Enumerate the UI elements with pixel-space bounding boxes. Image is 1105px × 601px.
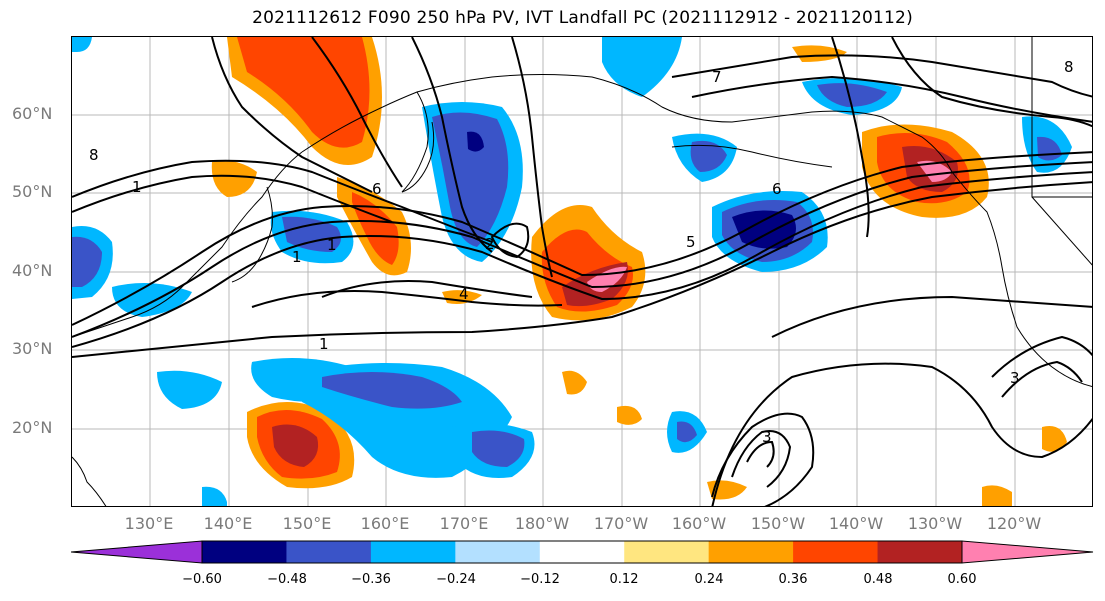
colorbar-segment (877, 541, 963, 563)
colorbar-segment (793, 541, 879, 563)
lat-label: 30°N (12, 339, 53, 358)
colorbar-tick-label: −0.60 (182, 572, 222, 587)
lon-label: 170°W (593, 514, 649, 533)
lon-label: 180°W (514, 514, 570, 533)
contour-label: 1 (132, 178, 142, 196)
colorbar-tick-label: −0.48 (267, 572, 307, 587)
colorbar-tick-label: 0.12 (609, 572, 639, 587)
colorbar (71, 540, 1094, 564)
contour-label: 8 (1064, 58, 1074, 76)
lon-label: 140°E (203, 514, 253, 533)
lon-label: 160°W (671, 514, 727, 533)
contour-label: 5 (686, 233, 696, 251)
lat-label: 50°N (12, 182, 53, 201)
lon-label: 150°W (750, 514, 806, 533)
colorbar-tick-label: 0.48 (863, 572, 893, 587)
lat-label: 60°N (12, 104, 53, 123)
lon-label: 170°E (439, 514, 489, 533)
lon-label: 130°E (124, 514, 174, 533)
colorbar-tick-label: 0.36 (778, 572, 808, 587)
lon-label: 120°W (986, 514, 1042, 533)
contour-label: 7 (712, 68, 722, 86)
lon-label: 160°E (360, 514, 410, 533)
colorbar-tick-label: 0.24 (694, 572, 724, 587)
contour-label: 1 (327, 236, 337, 254)
contour-label: 2 (485, 235, 495, 253)
colorbar-segment (539, 541, 625, 563)
lon-label: 150°E (282, 514, 332, 533)
colorbar-segment (202, 541, 287, 563)
contour-label: 1 (292, 248, 302, 266)
contour-label: 3 (762, 428, 772, 446)
colorbar-segment (624, 541, 710, 563)
colorbar-segment (370, 541, 456, 563)
figure-title: 2021112612 F090 250 hPa PV, IVT Landfall… (252, 8, 913, 28)
map-panel: 1 1 4 5 6 6 7 8 8 1 1 3 2 3 (71, 36, 1093, 507)
contour-label: 8 (89, 146, 99, 164)
contour-label: 6 (772, 180, 782, 198)
contour-label: 4 (459, 285, 469, 303)
colorbar-tick-label: −0.12 (520, 572, 560, 587)
contour-label: 6 (372, 180, 382, 198)
contour-labels: 1 1 4 5 6 6 7 8 8 1 1 3 2 3 (89, 58, 1074, 446)
lat-label: 40°N (12, 261, 53, 280)
colorbar-tick-label: −0.36 (351, 572, 391, 587)
lon-label: 140°W (828, 514, 884, 533)
lat-label: 20°N (12, 418, 53, 437)
lon-label: 130°W (907, 514, 963, 533)
coastlines (72, 37, 1092, 506)
colorbar-segment (455, 541, 541, 563)
pv-contours (72, 37, 1092, 506)
colorbar-extension-high (962, 541, 1093, 563)
contour-label: 3 (1010, 369, 1020, 387)
positive-anomalies (211, 37, 1067, 506)
colorbar-tick-label: −0.24 (436, 572, 476, 587)
contour-label: 1 (319, 335, 329, 353)
colorbar-segment (708, 541, 794, 563)
colorbar-extension-low (71, 541, 202, 563)
colorbar-segment (286, 541, 372, 563)
colorbar-tick-label: 0.60 (947, 572, 977, 587)
map-canvas: 1 1 4 5 6 6 7 8 8 1 1 3 2 3 (72, 37, 1092, 506)
